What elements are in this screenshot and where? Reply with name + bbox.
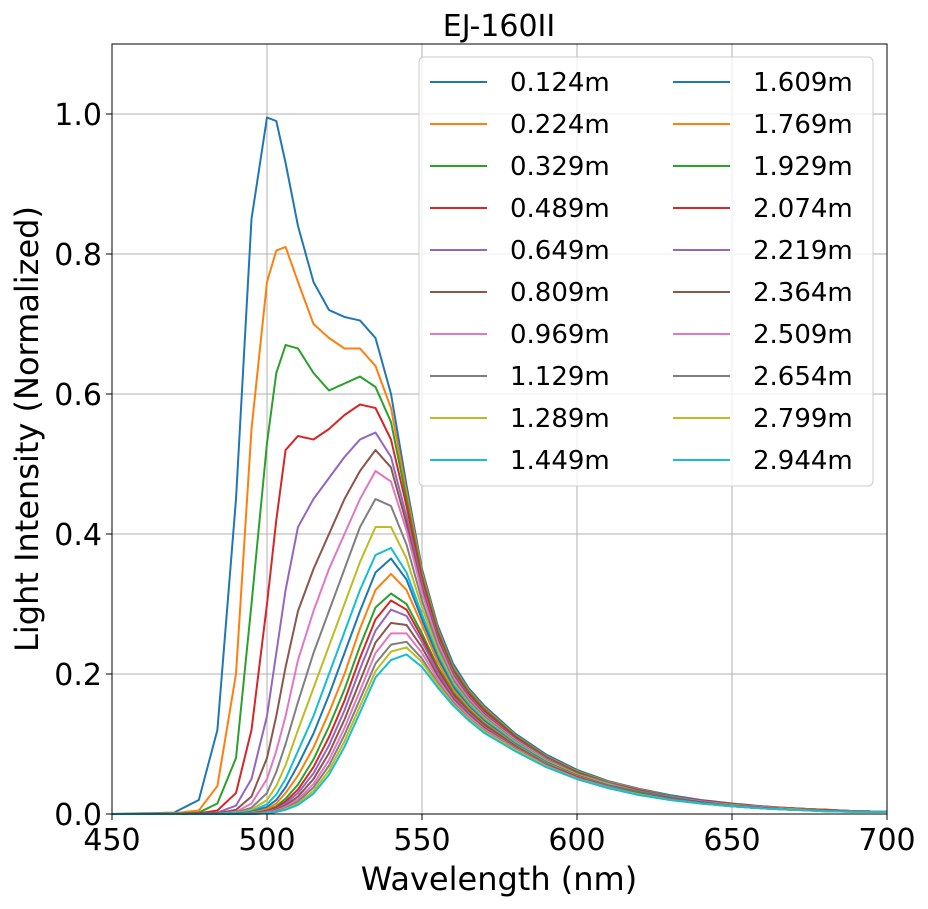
legend-label: 0.649m	[510, 236, 610, 266]
y-axis-label: Light Intensity (Normalized)	[8, 206, 46, 652]
x-tick-label: 500	[238, 823, 295, 858]
legend-label: 2.944m	[753, 446, 853, 476]
x-axis-label: Wavelength (nm)	[361, 860, 637, 898]
legend-label: 2.219m	[753, 236, 853, 266]
legend-label: 2.654m	[753, 362, 853, 392]
legend-label: 2.509m	[753, 320, 853, 350]
legend-label: 1.929m	[753, 152, 853, 182]
legend-label: 0.809m	[510, 278, 610, 308]
y-axis-ticks: 0.0 0.2 0.4 0.6 0.8 1.0	[54, 98, 112, 833]
chart-title: EJ-160II	[443, 9, 556, 44]
x-tick-label: 600	[548, 823, 605, 858]
y-tick-label: 0.6	[54, 378, 102, 413]
legend-label: 1.609m	[753, 68, 853, 98]
y-tick-label: 0.2	[54, 658, 102, 693]
series-lines	[111, 116, 888, 815]
y-tick-label: 0.4	[54, 518, 102, 553]
legend-label: 0.969m	[510, 320, 610, 350]
legend-box	[418, 56, 874, 487]
legend-label: 0.329m	[510, 152, 610, 182]
y-tick-label: 1.0	[54, 98, 102, 133]
legend-label: 0.489m	[510, 194, 610, 224]
legend-label: 1.769m	[753, 110, 853, 140]
legend-label: 2.074m	[753, 194, 853, 224]
y-tick-label: 0.8	[54, 238, 102, 273]
x-tick-label: 450	[83, 823, 140, 858]
legend-label: 1.129m	[510, 362, 610, 392]
legend-label: 2.364m	[753, 278, 853, 308]
x-tick-label: 700	[858, 823, 915, 858]
legend-label: 1.449m	[510, 446, 610, 476]
legend: 0.124m 0.224m 0.329m 0.489m 0.649m 0.809m 0.96…	[418, 56, 874, 487]
legend-label: 0.224m	[510, 110, 610, 140]
y-tick-label: 0.0	[54, 798, 102, 833]
legend-label: 1.289m	[510, 404, 610, 434]
legend-label: 2.799m	[753, 404, 853, 434]
x-axis-ticks: 450 500 550 600 650 700	[83, 814, 916, 858]
plot-frame	[111, 43, 888, 815]
x-tick-label: 650	[703, 823, 760, 858]
x-tick-label: 550	[393, 823, 450, 858]
legend-items: 0.124m 0.224m 0.329m 0.489m 0.649m 0.809m 0.96…	[430, 68, 853, 476]
legend-label: 0.124m	[510, 68, 610, 98]
